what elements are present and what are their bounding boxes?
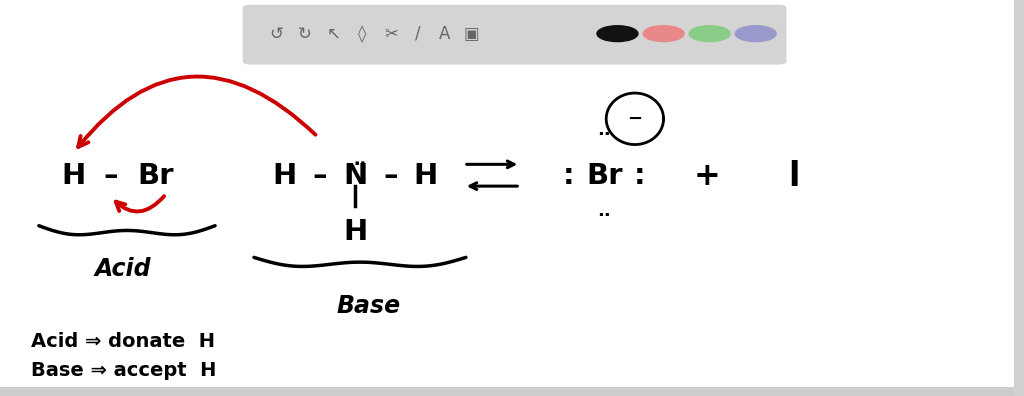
Circle shape <box>643 26 684 42</box>
Text: Acid ⇒ donate  H: Acid ⇒ donate H <box>31 332 215 351</box>
Text: Br: Br <box>137 162 174 190</box>
Circle shape <box>735 26 776 42</box>
Text: l: l <box>787 160 800 193</box>
Text: /: / <box>415 25 421 43</box>
Circle shape <box>597 26 638 42</box>
Text: H: H <box>414 162 438 190</box>
Text: –: – <box>384 162 398 190</box>
Text: –: – <box>312 162 327 190</box>
FancyBboxPatch shape <box>1014 0 1024 396</box>
Text: ↖: ↖ <box>327 25 341 43</box>
Circle shape <box>689 26 730 42</box>
FancyBboxPatch shape <box>243 5 786 65</box>
Text: Acid: Acid <box>94 257 152 281</box>
Text: Br: Br <box>586 162 623 190</box>
Text: ··: ·· <box>597 207 611 225</box>
Text: ◊: ◊ <box>358 25 367 43</box>
Text: ↺: ↺ <box>269 25 284 43</box>
Text: :: : <box>634 162 646 190</box>
Text: ↻: ↻ <box>298 25 312 43</box>
Text: Base: Base <box>337 294 400 318</box>
Text: N̈: N̈ <box>343 162 368 190</box>
Text: ✂: ✂ <box>384 25 398 43</box>
Text: –: – <box>103 162 118 190</box>
Text: +: + <box>693 161 720 192</box>
Text: Base ⇒ accept  H: Base ⇒ accept H <box>31 361 216 380</box>
Text: H: H <box>61 162 86 190</box>
Text: ▣: ▣ <box>463 25 479 43</box>
Text: H: H <box>272 162 297 190</box>
Text: A: A <box>438 25 451 43</box>
Text: −: − <box>628 110 642 128</box>
Text: ··: ·· <box>597 126 611 144</box>
FancyBboxPatch shape <box>0 387 1024 396</box>
Text: H: H <box>343 218 368 246</box>
Text: :: : <box>562 162 574 190</box>
